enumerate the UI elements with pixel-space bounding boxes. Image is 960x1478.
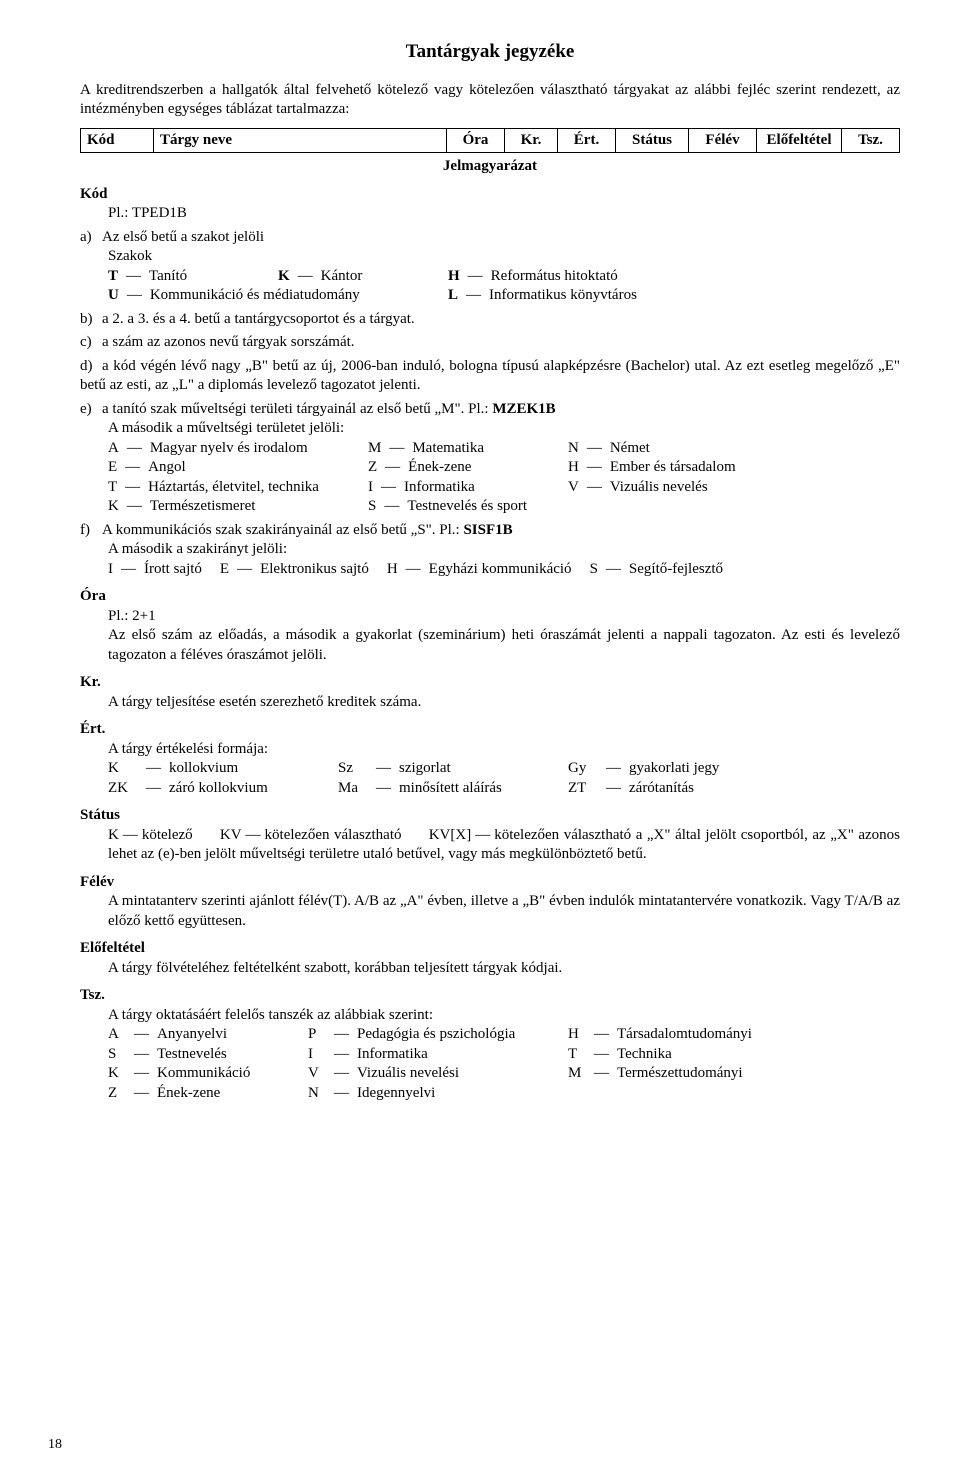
kod-example: Pl.: TPED1B: [108, 204, 900, 224]
felev-text: A mintatanterv szerinti ajánlott félév(T…: [108, 892, 900, 931]
item-b: b)a 2. a 3. és a 4. betű a tantárgycsopo…: [80, 310, 900, 330]
tsz-label: Tsz.: [80, 986, 900, 1006]
col-felev: Félév: [689, 128, 757, 153]
legend-title: Jelmagyarázat: [80, 157, 900, 177]
item-a: a)Az első betű a szakot jelöli Szakok T—…: [80, 228, 900, 306]
col-elofeltetel: Előfeltétel: [757, 128, 842, 153]
col-ert: Ért.: [558, 128, 616, 153]
ora-label: Óra: [80, 587, 900, 607]
col-kod: Kód: [81, 128, 154, 153]
status-label: Státus: [80, 806, 900, 826]
ert-label: Ért.: [80, 720, 900, 740]
ora-example: Pl.: 2+1: [108, 607, 900, 627]
kr-label: Kr.: [80, 673, 900, 693]
col-ora: Óra: [447, 128, 505, 153]
kr-text: A tárgy teljesítése esetén szerezhető kr…: [108, 693, 900, 713]
status-block: K—kötelező KV—kötelezően választható KV[…: [108, 826, 900, 865]
item-c: c)a szám az azonos nevű tárgyak sorszámá…: [80, 333, 900, 353]
item-f: f)A kommunikációs szak szakirányainál az…: [80, 521, 900, 580]
col-kr: Kr.: [505, 128, 558, 153]
header-table: Kód Tárgy neve Óra Kr. Ért. Státus Félév…: [80, 128, 900, 154]
page-number: 18: [48, 1436, 62, 1454]
elofeltetel-label: Előfeltétel: [80, 939, 900, 959]
col-targy: Tárgy neve: [154, 128, 447, 153]
ora-text: Az első szám az előadás, a második a gya…: [108, 626, 900, 665]
intro-text: A kreditrendszerben a hallgatók által fe…: [80, 81, 900, 120]
felev-label: Félév: [80, 873, 900, 893]
ert-intro: A tárgy értékelési formája:: [108, 740, 900, 760]
item-e: e)a tanító szak műveltségi területi tárg…: [80, 400, 900, 517]
kod-label: Kód: [80, 185, 900, 205]
col-tsz: Tsz.: [842, 128, 900, 153]
elofeltetel-text: A tárgy fölvételéhez feltételként szabot…: [108, 959, 900, 979]
szakok-label: Szakok: [108, 247, 900, 267]
item-d: d)a kód végén lévő nagy „B" betű az új, …: [80, 357, 900, 396]
page-title: Tantárgyak jegyzéke: [80, 40, 900, 65]
col-status: Státus: [616, 128, 689, 153]
tsz-intro: A tárgy oktatásáért felelős tanszék az a…: [108, 1006, 900, 1026]
